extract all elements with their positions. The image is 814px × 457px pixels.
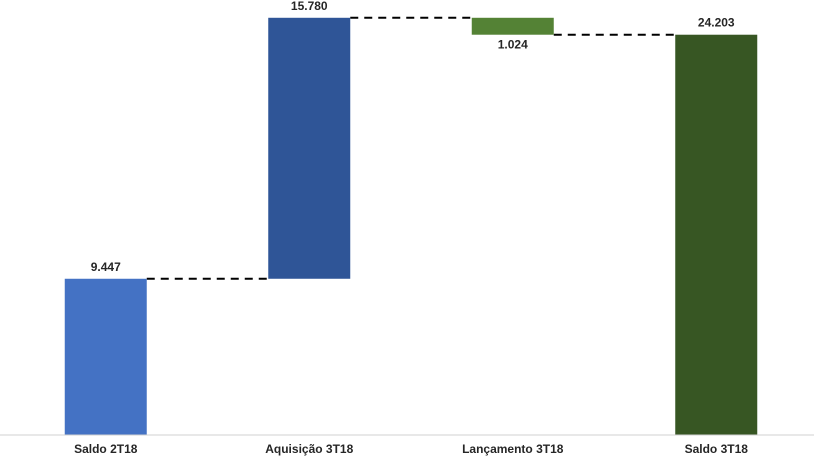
value-label-4: 24.203 — [698, 16, 735, 30]
value-label-2: 15.780 — [291, 0, 328, 13]
bar-1 — [64, 278, 147, 435]
value-label-1: 9.447 — [91, 260, 121, 274]
category-labels: Saldo 2T18 Aquisição 3T18 Lançamento 3T18 S… — [74, 442, 748, 456]
bar-4 — [675, 34, 758, 436]
bar-2 — [268, 17, 351, 279]
category-label-3: Lançamento 3T18 — [462, 442, 564, 456]
bars — [64, 17, 758, 436]
connector-lines — [146, 16, 676, 280]
value-label-3: 1.024 — [498, 38, 528, 52]
category-label-4: Saldo 3T18 — [685, 442, 749, 456]
category-label-1: Saldo 2T18 — [74, 442, 138, 456]
bar-3 — [471, 17, 554, 35]
category-label-2: Aquisição 3T18 — [265, 442, 353, 456]
value-labels: 9.447 15.780 1.024 24.203 — [91, 0, 735, 274]
